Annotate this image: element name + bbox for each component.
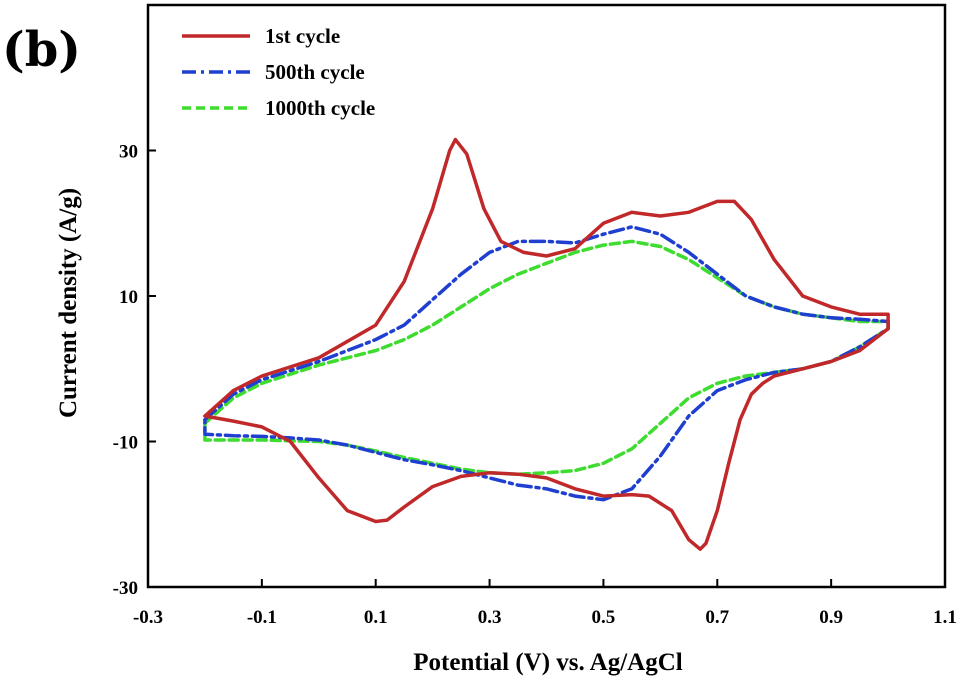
x-tick-label: 0.1 [364, 607, 388, 628]
y-tick-label: -10 [113, 433, 138, 454]
legend-label: 1st cycle [265, 24, 340, 48]
x-tick-label: 1.1 [933, 607, 957, 628]
x-tick-label: 0.7 [705, 607, 729, 628]
x-axis-title: Potential (V) vs. Ag/AgCl [413, 649, 682, 676]
y-axis-title: Current density (A/g) [55, 188, 82, 418]
x-tick-label: 0.5 [592, 607, 616, 628]
legend-label: 500th cycle [265, 60, 365, 84]
x-tick-label: -0.1 [247, 607, 277, 628]
series-line-1 [203, 137, 890, 551]
legend: 1st cycle 500th cycle 1000th cycle [182, 24, 375, 120]
x-tick-label: -0.3 [133, 607, 163, 628]
y-tick-label: 30 [119, 142, 138, 163]
x-axis: -0.3 -0.1 0.1 0.3 0.5 0.7 0.9 1.1 [133, 579, 957, 628]
panel-label: (b) [2, 22, 81, 78]
x-tick-label: 0.3 [478, 607, 502, 628]
series-line-2 [203, 225, 890, 502]
x-tick-label: 0.9 [819, 607, 843, 628]
series-line-3 [203, 239, 890, 476]
plot-frame [146, 3, 947, 589]
series-layer [203, 137, 890, 551]
legend-label: 1000th cycle [265, 96, 375, 120]
y-axis: -30 -10 10 30 [113, 142, 156, 599]
y-tick-label: 10 [119, 287, 138, 308]
y-tick-label: -30 [113, 578, 138, 599]
